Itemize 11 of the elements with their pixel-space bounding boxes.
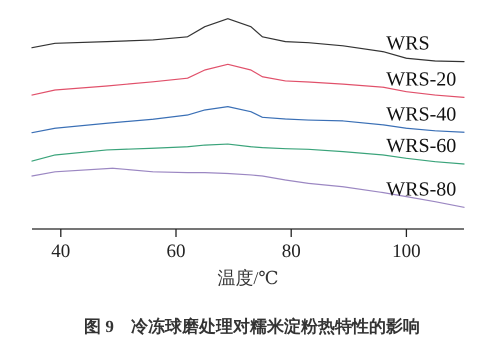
series-label: WRS bbox=[386, 32, 430, 55]
series-label: WRS-80 bbox=[386, 178, 456, 200]
caption: 图 9 冷冻球磨处理对糯米淀粉热特性的影响 bbox=[84, 317, 420, 336]
x-tick-label: 40 bbox=[51, 241, 70, 262]
x-tick-label: 80 bbox=[282, 241, 301, 262]
x-axis-title: 温度/℃ bbox=[217, 268, 279, 288]
x-tick-label: 100 bbox=[392, 241, 421, 262]
x-tick-label: 60 bbox=[166, 241, 186, 262]
series-label: WRS-20 bbox=[386, 68, 456, 90]
series-label: WRS-40 bbox=[386, 103, 456, 126]
series-label: WRS-60 bbox=[386, 135, 456, 158]
